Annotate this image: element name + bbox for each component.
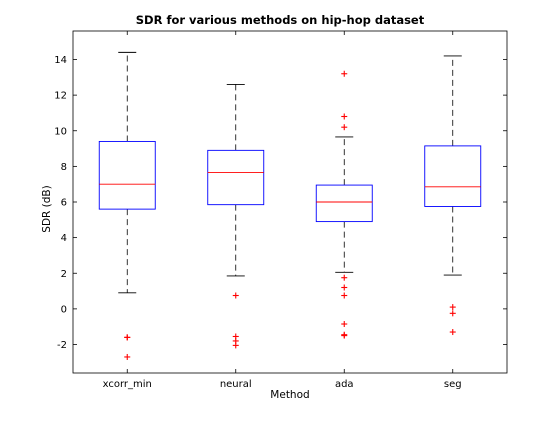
box-iqr — [424, 145, 482, 207]
x-axis-label: Method — [270, 389, 309, 401]
outlier-marker — [341, 292, 348, 299]
outlier-marker — [341, 321, 348, 328]
y-tick-label: 14 — [54, 55, 67, 66]
outlier-marker — [341, 332, 348, 339]
x-tick-label: neural — [220, 379, 252, 390]
y-tick-label: 10 — [54, 126, 67, 137]
y-tick-label: 4 — [61, 233, 67, 244]
y-tick-label: 2 — [61, 269, 67, 280]
axes-frame — [72, 30, 508, 374]
outlier-marker — [341, 274, 348, 281]
y-tick-label: 12 — [54, 91, 67, 102]
outlier-marker — [341, 284, 348, 291]
box-iqr — [315, 184, 373, 223]
y-tick-label: -2 — [57, 340, 67, 351]
y-tick-label: 8 — [61, 162, 67, 173]
x-tick-label: seg — [444, 379, 462, 390]
outlier-marker — [341, 124, 348, 131]
chart-title: SDR for various methods on hip-hop datas… — [136, 13, 425, 27]
y-axis-label: SDR (dB) — [41, 185, 53, 232]
outlier-marker — [232, 292, 239, 299]
outlier-marker — [124, 353, 131, 360]
x-tick-label: xcorr_min — [103, 379, 152, 390]
box-iqr — [207, 149, 265, 206]
outlier-marker — [341, 70, 348, 77]
outlier-marker — [232, 342, 239, 349]
outlier-marker — [449, 310, 456, 317]
box-iqr — [98, 140, 156, 210]
plot-area: -2 0 2 4 6 8 10 12 14 xcorr_min neural ada seg — [54, 30, 508, 390]
y-tick-label: 6 — [61, 198, 67, 209]
outlier-marker — [341, 113, 348, 120]
outlier-marker — [449, 329, 456, 336]
x-tick-label: ada — [335, 379, 354, 390]
y-tick-label: 0 — [61, 304, 67, 315]
outlier-marker — [449, 304, 456, 311]
outlier-marker — [124, 334, 131, 341]
